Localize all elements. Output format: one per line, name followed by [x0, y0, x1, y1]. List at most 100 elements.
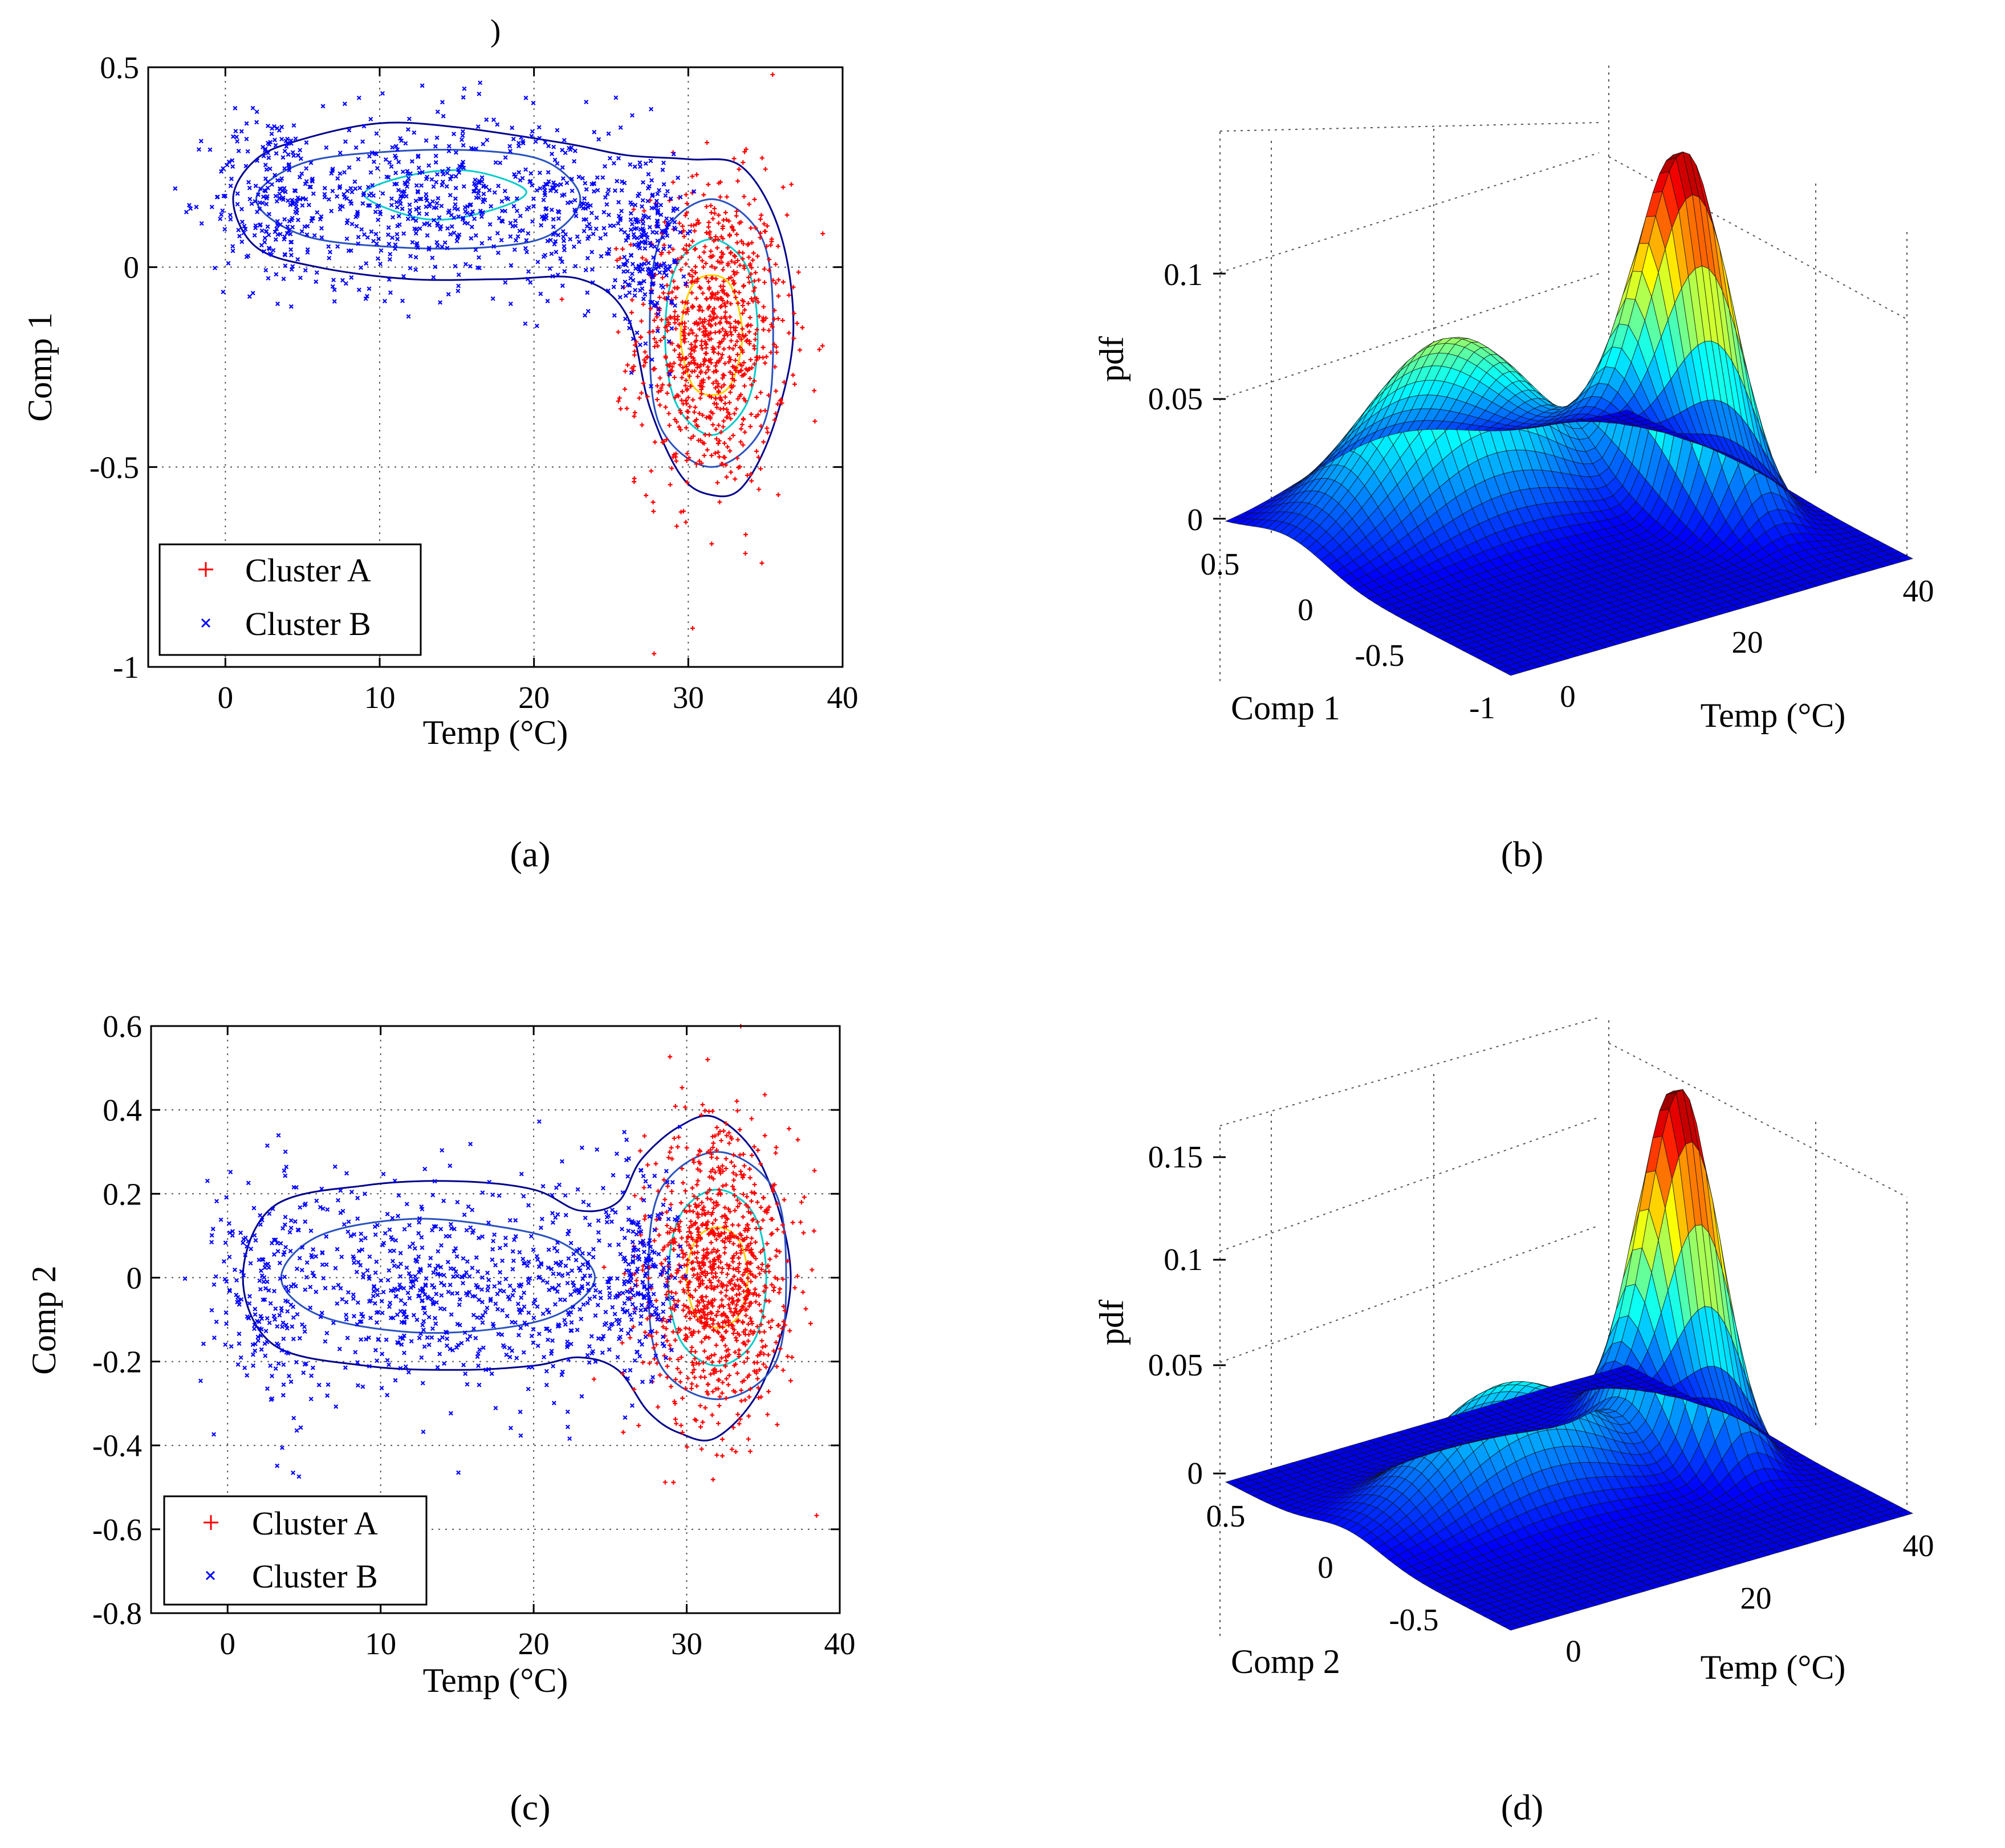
scatter-points — [173, 72, 825, 656]
cluster-a-point — [759, 156, 764, 161]
cluster-a-point — [775, 244, 780, 249]
cluster-a-point — [733, 319, 738, 324]
cluster-a-point — [701, 329, 706, 335]
cluster-a-point — [737, 166, 742, 172]
cluster-a-point — [676, 257, 681, 262]
cluster-a-point — [634, 339, 639, 344]
cluster-a-point — [743, 551, 748, 556]
cluster-a-point — [703, 341, 708, 346]
cluster-a-point — [716, 351, 721, 356]
cluster-a-point — [692, 357, 697, 363]
cluster-a-point — [735, 352, 740, 357]
cluster-a-point — [766, 328, 771, 333]
cluster-a-point — [733, 260, 738, 266]
cluster-a-point — [734, 339, 739, 344]
cluster-a-point — [738, 439, 743, 445]
cluster-a-point — [721, 418, 726, 424]
cluster-a-point — [697, 284, 702, 290]
cluster-a-point — [723, 304, 728, 309]
cluster-a-point — [728, 416, 733, 421]
cluster-a-point — [684, 192, 689, 197]
cluster-a-point — [660, 275, 665, 280]
cluster-a-point — [658, 338, 663, 343]
cluster-a-point — [741, 360, 746, 365]
cluster-a-point — [732, 272, 737, 277]
cluster-a-point — [680, 223, 685, 229]
cluster-a-point — [721, 454, 726, 459]
x-tick-label: 20 — [518, 680, 550, 715]
cluster-a-point — [753, 295, 758, 300]
cluster-a-point — [719, 316, 724, 321]
cluster-a-point — [708, 203, 713, 208]
cluster-a-point — [741, 241, 746, 246]
cluster-a-point — [699, 308, 705, 314]
cluster-a-point — [755, 299, 760, 304]
cluster-a-point — [684, 248, 689, 253]
cluster-a-point — [721, 336, 726, 341]
cluster-a-point — [692, 247, 697, 252]
cluster-a-point — [695, 365, 700, 370]
cluster-a-point — [735, 320, 741, 325]
cluster-a-point — [706, 279, 711, 284]
cluster-a-point — [746, 322, 751, 327]
cluster-a-point — [762, 221, 767, 226]
cluster-a-point — [722, 441, 727, 446]
cluster-a-point — [623, 386, 628, 392]
cluster-a-point — [729, 332, 734, 337]
cluster-a-point — [721, 406, 726, 411]
cluster-a-point — [681, 508, 686, 514]
cluster-a-point — [716, 344, 721, 349]
cluster-a-point — [733, 343, 738, 348]
cluster-a-point — [694, 338, 699, 343]
cluster-a-point — [727, 345, 732, 350]
cluster-a-point — [672, 320, 677, 325]
cluster-a-point — [632, 410, 637, 415]
cluster-a-point — [727, 436, 733, 441]
cluster-a-point — [698, 396, 703, 401]
cluster-a-point — [695, 218, 700, 223]
y-tick-label: -1 — [113, 650, 139, 685]
y-tick-label: 0.6 — [103, 1009, 142, 1044]
contour-inner — [363, 169, 527, 221]
cluster-a-point — [733, 477, 738, 482]
cluster-a-point — [699, 339, 704, 344]
cluster-a-point — [725, 445, 730, 450]
cluster-a-point — [639, 390, 644, 396]
cluster-a-point — [686, 395, 691, 400]
cluster-a-point — [761, 327, 766, 332]
cluster-a-point — [800, 325, 805, 330]
cluster-a-point — [666, 320, 671, 325]
cluster-a-point — [709, 276, 714, 281]
cluster-a-point — [740, 250, 745, 255]
cluster-a-point — [750, 258, 755, 263]
cluster-a-point — [673, 454, 678, 459]
cluster-a-point — [663, 405, 668, 410]
cluster-a-point — [762, 267, 767, 272]
cluster-a-point — [722, 401, 727, 406]
cluster-a-point — [820, 343, 825, 348]
cluster-a-point — [738, 392, 743, 397]
cluster-a-point — [631, 368, 636, 373]
cluster-a-point — [666, 250, 672, 255]
cluster-a-point — [713, 427, 718, 432]
cluster-a-point — [690, 626, 695, 631]
cluster-a-point — [735, 178, 741, 184]
cluster-a-point — [642, 357, 647, 363]
cluster-a-point — [723, 316, 728, 321]
cluster-a-point — [820, 231, 825, 236]
cluster-a-point — [776, 294, 781, 299]
cluster-a-point — [668, 361, 673, 367]
cluster-a-point — [749, 271, 754, 276]
cluster-a-point — [749, 471, 754, 477]
cluster-a-point — [732, 411, 737, 416]
cluster-a-point — [714, 369, 719, 374]
cluster-a-point — [620, 246, 625, 251]
cluster-a-point — [650, 500, 656, 505]
cluster-a-point — [768, 243, 773, 248]
cluster-a-point — [798, 348, 803, 353]
cluster-a-point — [778, 397, 783, 402]
cluster-a-point — [706, 182, 711, 187]
cluster-a-point — [725, 263, 730, 268]
cluster-a-point — [754, 395, 759, 400]
cluster-a-point — [713, 266, 718, 271]
